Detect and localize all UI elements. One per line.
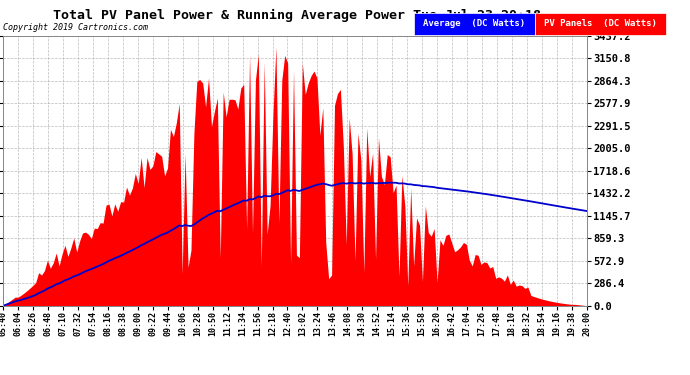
Text: Copyright 2019 Cartronics.com: Copyright 2019 Cartronics.com: [3, 22, 148, 32]
Text: PV Panels  (DC Watts): PV Panels (DC Watts): [544, 19, 657, 28]
Text: Average  (DC Watts): Average (DC Watts): [423, 19, 526, 28]
Text: Total PV Panel Power & Running Average Power Tue Jul 23 20:18: Total PV Panel Power & Running Average P…: [52, 9, 541, 22]
